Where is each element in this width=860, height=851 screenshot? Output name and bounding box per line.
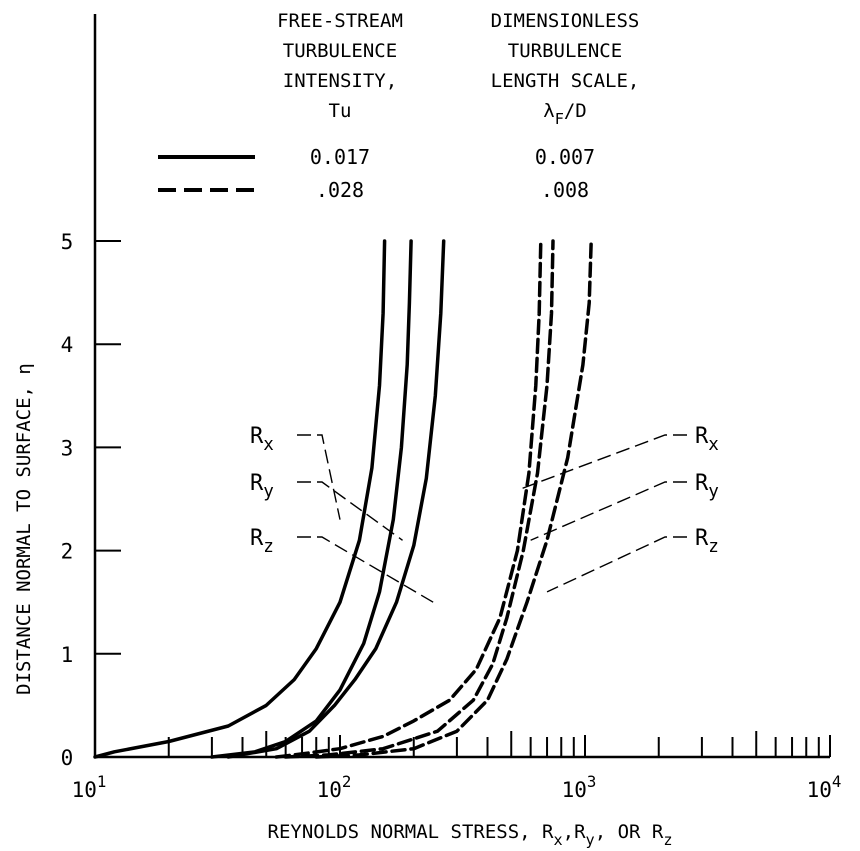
series-line-solid-rz [226, 239, 446, 759]
annotation-label-rz: Rz [250, 526, 274, 557]
y-tick-label: 5 [61, 230, 74, 254]
y-tick-label: 4 [61, 333, 74, 357]
legend-length-value: .008 [541, 178, 589, 202]
annotation-label-ry: Ry [695, 471, 719, 502]
annotation-label-rx: Rx [695, 424, 719, 455]
series-line-solid-rx [93, 239, 387, 759]
axis-titles: REYNOLDS NORMAL STRESS, Rx,Ry, OR Rz DIST… [13, 363, 672, 849]
x-tick-label: 102 [317, 772, 352, 802]
series-line-dashed-rx [274, 239, 543, 759]
legend-header-length-line: DIMENSIONLESS [491, 10, 640, 32]
legend-header-tu-line: Tu [329, 100, 352, 122]
legend-tu-value: .028 [316, 178, 364, 202]
series-line-solid-ry [210, 239, 413, 759]
annotation-leader [297, 481, 403, 541]
annotation-label-rz: Rz [695, 526, 719, 557]
x-tick-label: 104 [807, 772, 842, 802]
y-axis-ticks: 0 1 2 3 4 5 [61, 230, 121, 770]
annotation-leader [530, 481, 687, 541]
annotation-label-ry: Ry [250, 471, 274, 502]
annotation-leader [521, 434, 687, 490]
series-line-dashed-rz [314, 239, 593, 759]
x-axis-ticks: 101 102 103 104 [72, 731, 842, 802]
series-line-dashed-ry [283, 239, 555, 759]
annotation-leader [297, 434, 341, 520]
y-tick-label: 2 [61, 540, 74, 564]
legend-tu-value: 0.017 [310, 145, 370, 169]
legend-header-tu-line: INTENSITY, [283, 70, 397, 92]
series-group [93, 239, 593, 759]
y-tick-label: 3 [61, 436, 74, 460]
legend-header-length-symbol: λF/D [543, 100, 587, 128]
legend: FREE-STREAM TURBULENCE INTENSITY, Tu DIMENSI… [158, 10, 639, 202]
x-tick-label: 103 [562, 772, 597, 802]
annotation-label-rx: Rx [250, 424, 274, 455]
y-tick-label: 0 [61, 746, 74, 770]
annotations: Rx Ry Rz Rx Ry Rz [250, 424, 719, 603]
legend-header-tu-line: TURBULENCE [283, 40, 397, 62]
legend-header-length-line: TURBULENCE [508, 40, 622, 62]
x-tick-label: 101 [72, 772, 107, 802]
annotation-leader [546, 536, 687, 593]
x-axis-title: REYNOLDS NORMAL STRESS, Rx,Ry, OR Rz [268, 821, 673, 849]
legend-header-tu-line: FREE-STREAM [277, 10, 403, 32]
y-axis-title: DISTANCE NORMAL TO SURFACE, η [13, 363, 35, 695]
legend-header-length-line: LENGTH SCALE, [491, 70, 640, 92]
y-tick-label: 1 [61, 643, 74, 667]
legend-length-value: 0.007 [535, 145, 595, 169]
annotation-leader [297, 536, 434, 603]
axes [93, 14, 830, 759]
